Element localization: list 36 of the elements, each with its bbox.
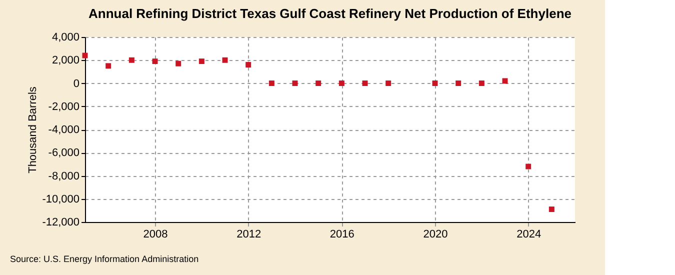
point <box>338 80 344 86</box>
point <box>198 58 204 64</box>
point <box>268 80 274 86</box>
point <box>478 80 484 86</box>
chart-title: Annual Refining District Texas Gulf Coast Refinery Net Production of Ethylene <box>88 6 572 21</box>
x-tick-label: 2016 <box>330 228 354 240</box>
y-tick-label: -4,000 <box>48 124 80 136</box>
y-tick-label: -12,000 <box>42 216 80 228</box>
point <box>386 80 392 86</box>
point <box>548 206 554 212</box>
y-tick-label: 4,000 <box>52 32 80 44</box>
point <box>222 57 228 63</box>
y-tick-label: -6,000 <box>48 147 80 160</box>
source-note: Source: U.S. Energy Information Administration <box>10 254 199 264</box>
point <box>246 62 252 68</box>
y-tick-label: 2,000 <box>52 54 80 67</box>
point <box>292 80 298 86</box>
point <box>176 60 182 66</box>
y-tick-label: -10,000 <box>42 193 80 206</box>
point <box>362 80 368 86</box>
point <box>106 63 112 69</box>
x-tick-label: 2012 <box>236 228 262 240</box>
x-tick-label: 2024 <box>516 228 542 240</box>
point <box>316 80 322 86</box>
y-tick-label: -8,000 <box>48 170 80 182</box>
point <box>456 80 462 86</box>
y-tick-label: 0 <box>73 78 80 90</box>
point <box>152 58 158 64</box>
y-axis-title: Thousand Barrels <box>27 86 40 174</box>
point <box>502 78 508 84</box>
point <box>526 164 532 170</box>
point <box>432 80 438 86</box>
x-tick-label: 2020 <box>423 228 448 240</box>
point <box>128 57 134 63</box>
x-tick-label: 2008 <box>143 228 168 240</box>
y-tick-label: -2,000 <box>48 100 80 113</box>
